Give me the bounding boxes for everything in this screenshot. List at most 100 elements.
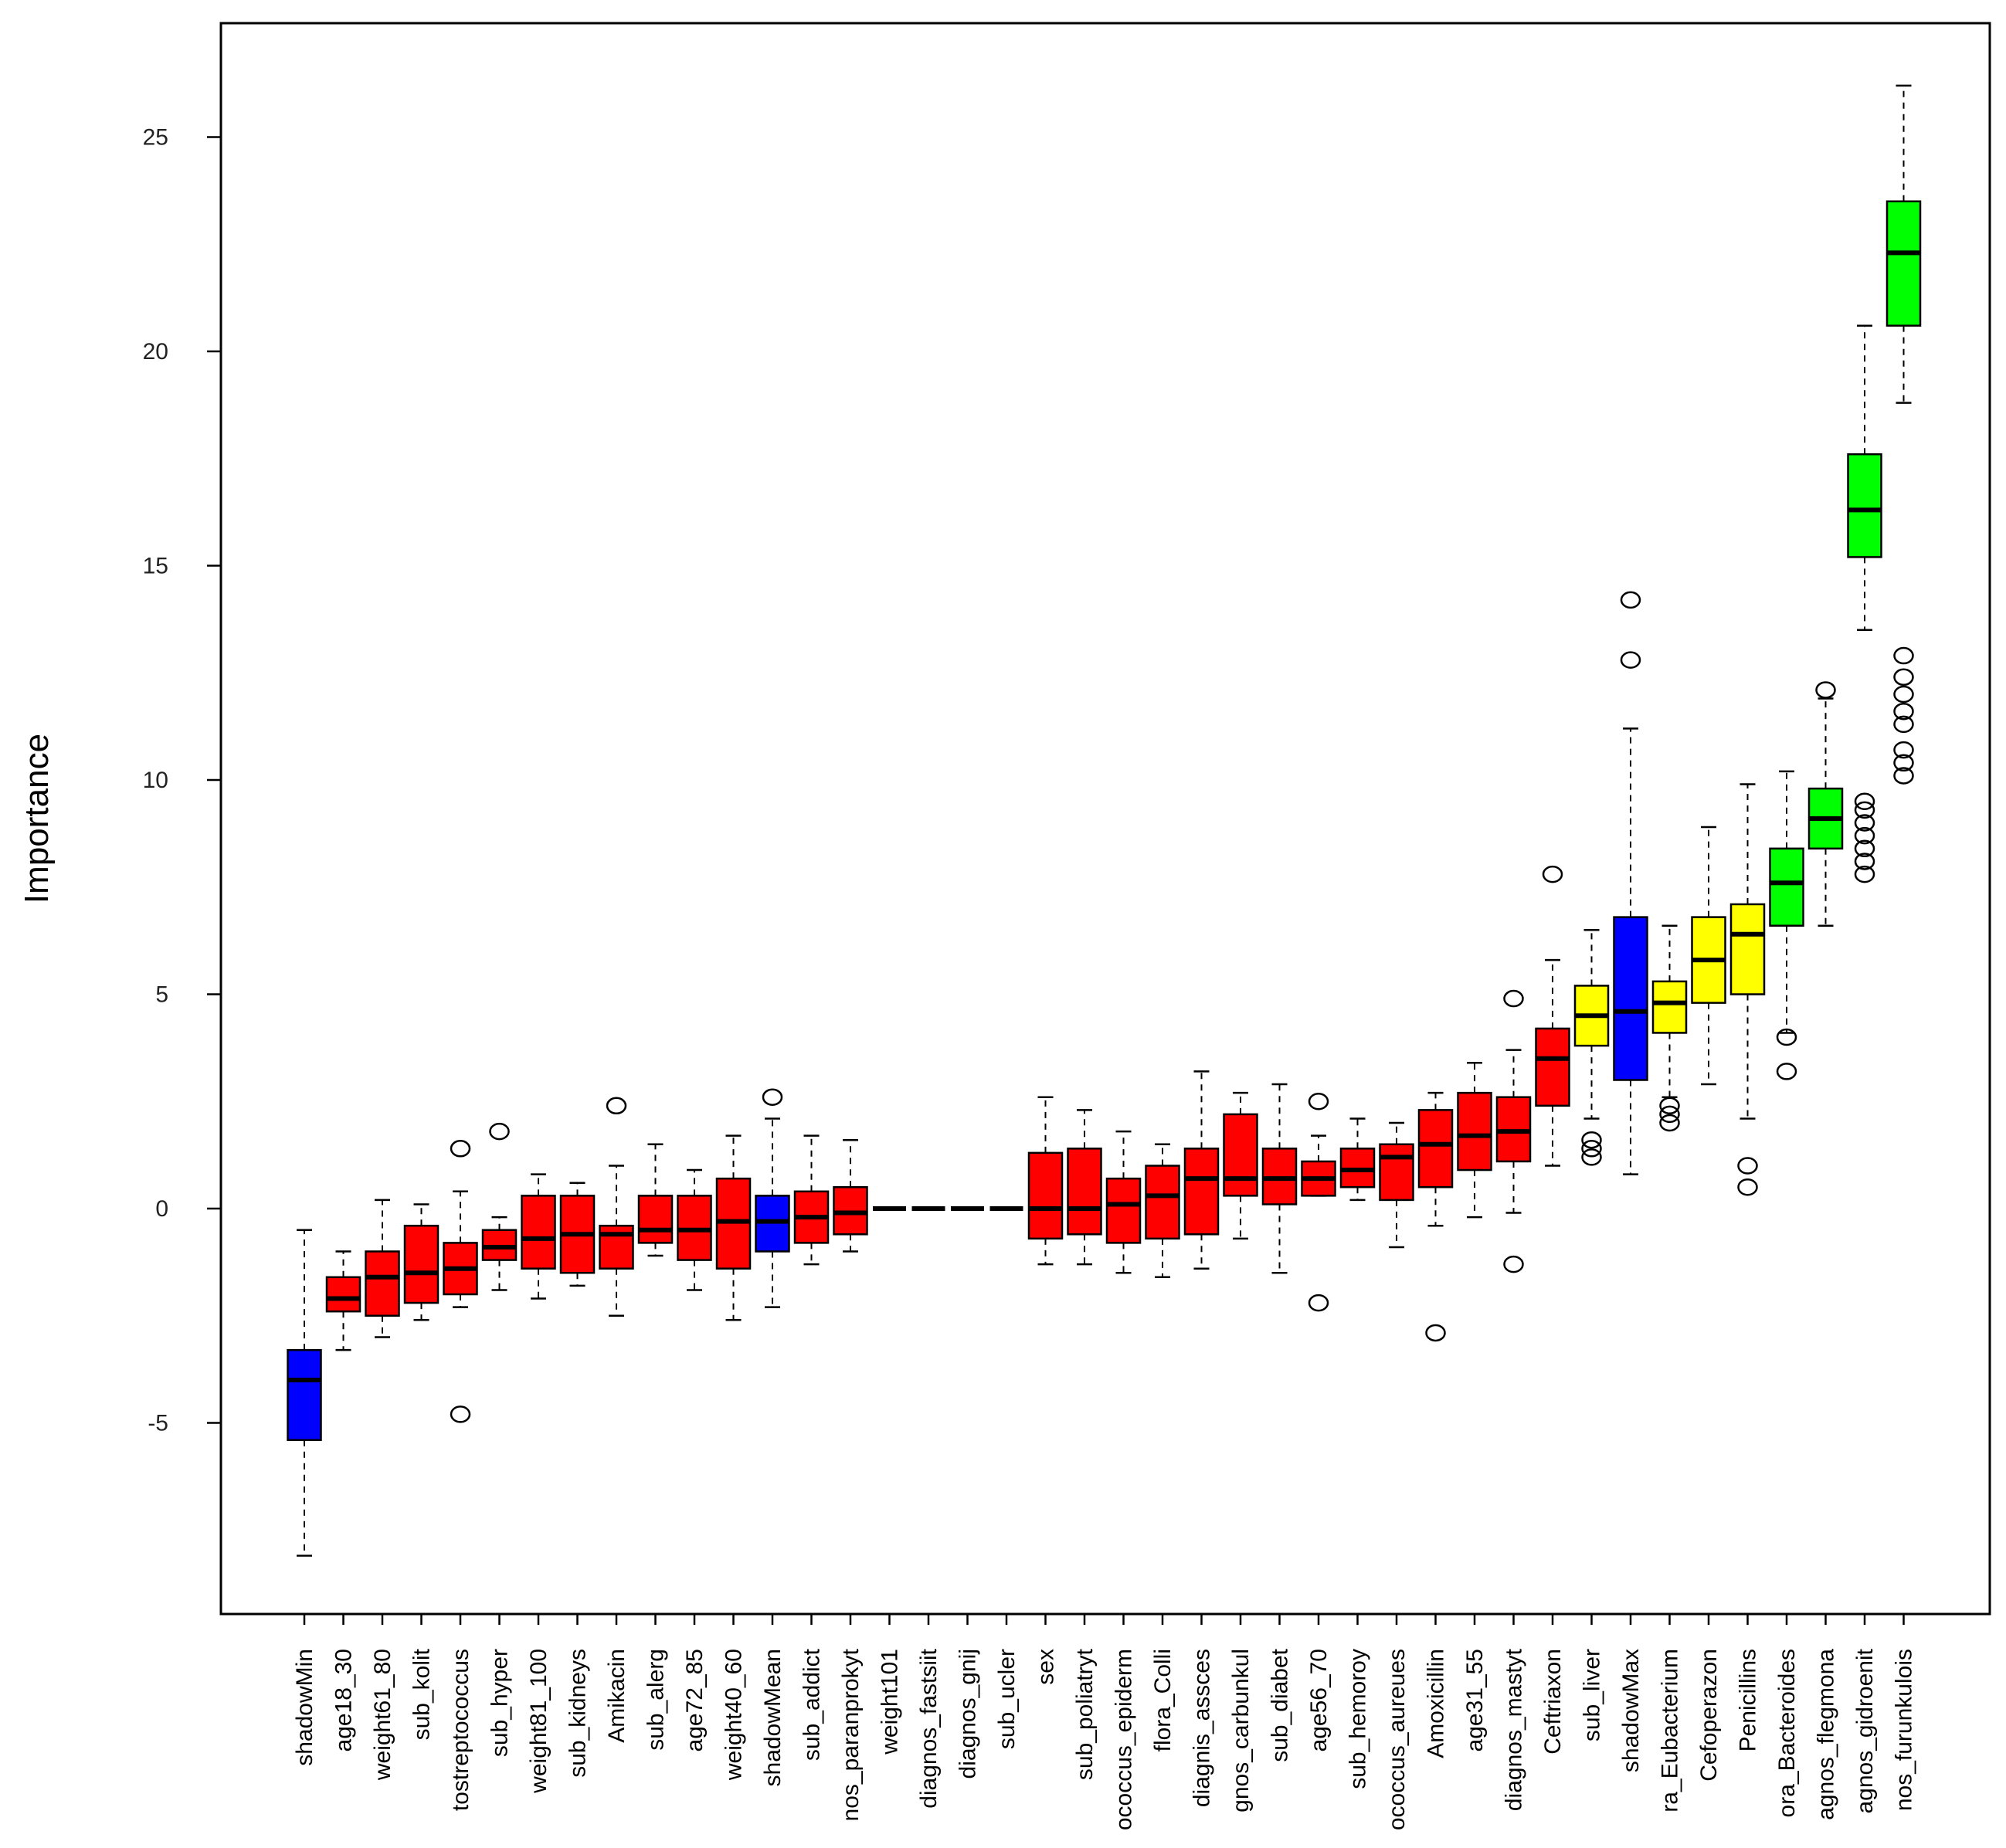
outlier-point (1737, 1178, 1758, 1196)
box-rect (365, 1250, 400, 1317)
x-tick-label: ococcus_epiderm (1112, 1649, 1137, 1830)
box-rect (1223, 1113, 1258, 1197)
y-tick-label: 0 (155, 1196, 168, 1222)
box-age18_30 (325, 1250, 361, 1351)
outlier-point (1776, 1028, 1797, 1046)
x-tick-label: ococcus_aureues (1384, 1649, 1410, 1830)
x-tick-label: ora_Bacteroides (1774, 1649, 1800, 1817)
box-rect (1417, 1109, 1454, 1188)
outlier-point (489, 1122, 510, 1141)
x-tick-label: shadowMax (1618, 1649, 1644, 1772)
box-shadowMean (755, 1088, 790, 1308)
outlier-point (1620, 591, 1641, 609)
box-sex (1027, 1096, 1064, 1266)
outlier-point (1581, 1148, 1602, 1166)
outlier-point (1659, 1105, 1680, 1124)
y-tick-label: 15 (143, 554, 168, 579)
box-rect (1651, 980, 1688, 1034)
box-age72_85 (677, 1168, 712, 1291)
box-diagnos_gidroenit (1847, 324, 1882, 883)
x-tick-label: sub_poliatryt (1072, 1648, 1098, 1780)
outlier-point (1893, 702, 1914, 721)
outlier-point (1893, 685, 1914, 704)
x-tick-label: age18_30 (331, 1649, 357, 1751)
x-tick-label: weight101 (877, 1649, 903, 1755)
box-flora_Colli (1145, 1143, 1180, 1279)
x-axis-labels: shadowMin age18_30 weight61_80 sub_kolit tos… (292, 1614, 1917, 1830)
outlier-point (1308, 1093, 1329, 1110)
x-tick-label: tostreptococcus (448, 1649, 473, 1811)
box-Amikacin (599, 1097, 634, 1317)
box-rect (637, 1195, 674, 1244)
box-rect (1027, 1151, 1064, 1240)
box-diagnos_flegmona (1807, 681, 1844, 927)
box-Staphylococcus_aureues (1379, 1121, 1414, 1249)
x-tick-label: age31_55 (1462, 1649, 1488, 1751)
box-sub_liver (1573, 929, 1610, 1166)
box-rect (1457, 1091, 1492, 1172)
x-tick-label: Amikacin (604, 1649, 630, 1743)
box-sub_kidneys (559, 1182, 596, 1287)
outlier-point (1893, 646, 1914, 665)
x-tick-label: sex (1034, 1649, 1059, 1685)
outlier-point (1893, 668, 1914, 687)
box-sub_addict (793, 1134, 830, 1266)
box-rect (325, 1276, 361, 1313)
outlier-point (1581, 1140, 1602, 1158)
y-axis-title: Importance (18, 734, 56, 904)
x-tick-label: sub_hyper (487, 1649, 513, 1757)
x-tick-label: Amoxicillin (1424, 1649, 1449, 1758)
box-Peptostreptococcus (443, 1140, 478, 1423)
box-rect (287, 1348, 322, 1441)
boxes-group (287, 84, 1922, 1557)
x-tick-label: age72_85 (682, 1649, 708, 1751)
x-tick-label: diagnos_mastyt (1502, 1648, 1527, 1811)
box-rect (1613, 916, 1648, 1081)
x-tick-label: flora_Colli (1150, 1649, 1176, 1751)
outlier-point (1659, 1114, 1680, 1132)
outlier-point (1893, 741, 1914, 759)
outlier-point (1854, 839, 1875, 858)
box-diagnos_furunkulois (1886, 84, 1922, 785)
plot-frame (219, 22, 1991, 1616)
box-sub_kolit (403, 1203, 440, 1321)
box-diagnos_paranprokyt (833, 1138, 868, 1253)
box-diagnos_carbunkul (1223, 1091, 1258, 1240)
box-weight61_80 (365, 1199, 400, 1338)
x-tick-label: sub_ucler (994, 1649, 1020, 1749)
x-tick-label: nos_paranprokyt (838, 1648, 864, 1821)
box-sub_hyper (481, 1122, 518, 1291)
box-rect (1535, 1027, 1570, 1107)
outlier-point (1815, 681, 1836, 699)
box-weight40_60 (715, 1134, 752, 1321)
box-rect (1183, 1148, 1220, 1236)
box-rect (1769, 847, 1804, 927)
x-tick-label: weight61_80 (370, 1649, 395, 1781)
outlier-point (1503, 989, 1524, 1008)
box-flora_Eubacterium (1651, 924, 1688, 1132)
x-tick-label: ra_Eubacterium (1658, 1649, 1683, 1812)
box-diagnis_assces (1183, 1070, 1220, 1270)
y-tick-label: 5 (155, 982, 168, 1008)
y-tick-label: 20 (143, 339, 168, 365)
outlier-point (1893, 767, 1914, 785)
outlier-point (1854, 853, 1875, 870)
y-axis: -5 0 5 10 15 20 25 (143, 125, 221, 1436)
box-rect (1847, 453, 1882, 558)
x-tick-label: diagnos_fastsiit (916, 1648, 942, 1808)
outlier-point (1425, 1324, 1446, 1342)
outlier-point (1854, 865, 1875, 883)
x-tick-label: diagnis_assces (1190, 1649, 1215, 1807)
outlier-point (762, 1088, 783, 1106)
x-tick-label: diagnos_gnij (955, 1649, 981, 1778)
y-tick-label: 25 (143, 125, 168, 151)
outlier-point (1737, 1157, 1758, 1175)
box-Amoxicillin (1417, 1091, 1454, 1342)
box-Cefoperazon (1691, 826, 1726, 1086)
outlier-point (1542, 865, 1563, 883)
box-Ceftriaxon (1535, 865, 1570, 1167)
box-age56_70 (1301, 1093, 1336, 1312)
box-sub_diabet (1261, 1083, 1298, 1274)
x-tick-label: age56_70 (1306, 1649, 1332, 1751)
